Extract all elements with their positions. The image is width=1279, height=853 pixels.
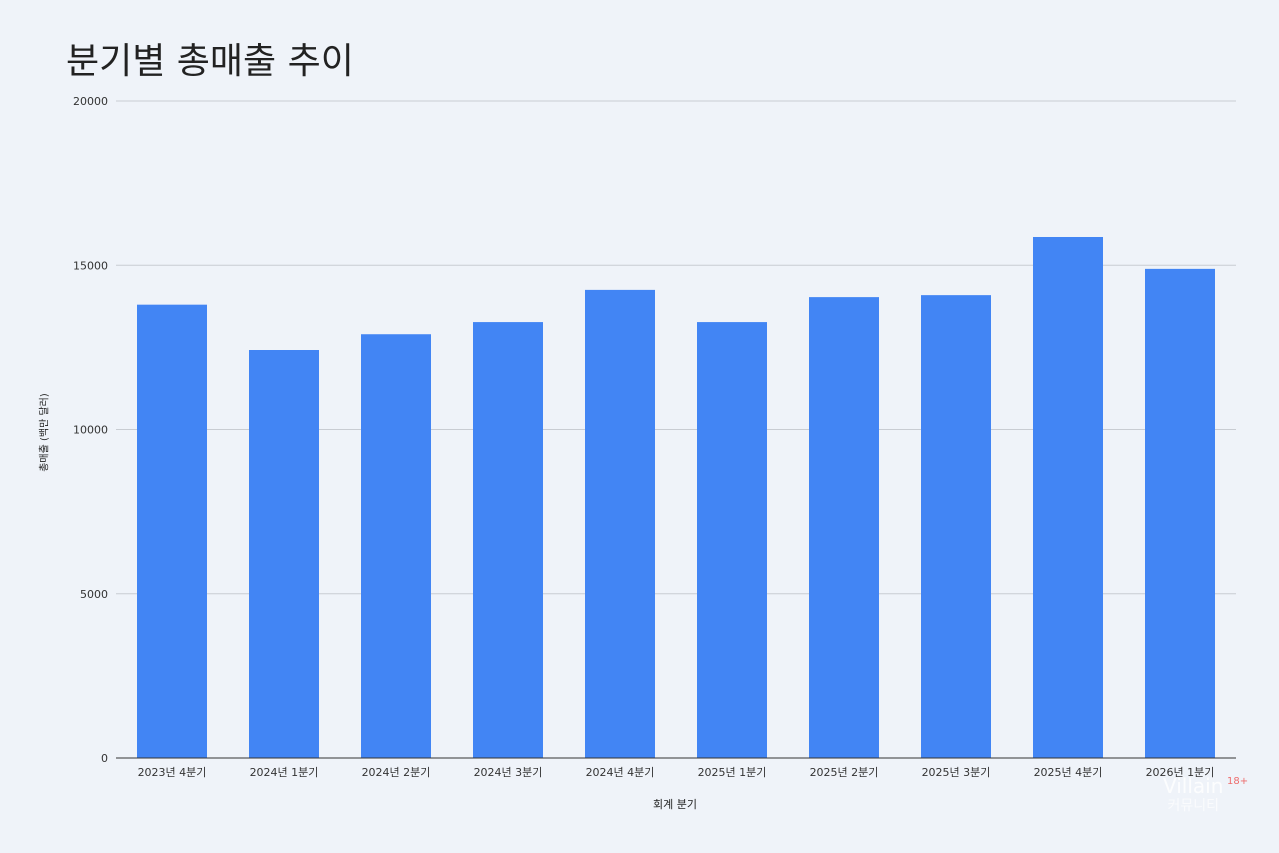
x-tick-label: 2023년 4분기 bbox=[138, 766, 207, 779]
x-tick-label: 2024년 3분기 bbox=[474, 766, 543, 779]
x-tick-label: 2025년 2분기 bbox=[810, 766, 879, 779]
y-tick-label: 0 bbox=[101, 752, 108, 765]
bar bbox=[473, 322, 543, 758]
x-tick-label: 2025년 3분기 bbox=[922, 766, 991, 779]
watermark-logo: Villain 커뮤니티 18+ bbox=[1163, 774, 1248, 816]
bar bbox=[1145, 268, 1215, 758]
x-tick-label: 2025년 1분기 bbox=[698, 766, 767, 779]
bar bbox=[921, 295, 991, 758]
bar bbox=[1033, 236, 1103, 758]
y-tick-label: 15000 bbox=[73, 259, 108, 272]
y-tick-label: 10000 bbox=[73, 424, 108, 437]
bar bbox=[137, 304, 207, 758]
x-tick-label: 2025년 4분기 bbox=[1034, 766, 1103, 779]
x-tick-label: 2024년 2분기 bbox=[362, 766, 431, 779]
y-tick-label: 20000 bbox=[73, 95, 108, 108]
x-tick-label: 2026년 1분기 bbox=[1146, 766, 1215, 779]
bar bbox=[585, 289, 655, 758]
watermark-brand: Villain bbox=[1163, 774, 1224, 798]
bar bbox=[697, 322, 767, 758]
chart-title: 분기별 총매출 추이 bbox=[66, 41, 354, 82]
y-tick-label: 5000 bbox=[80, 588, 108, 601]
watermark-sub: 커뮤니티 bbox=[1167, 798, 1219, 814]
watermark-badge: 18+ bbox=[1227, 776, 1249, 787]
x-axis-label: 회계 분기 bbox=[653, 798, 697, 811]
bar bbox=[361, 334, 431, 758]
x-tick-label: 2024년 1분기 bbox=[250, 766, 319, 779]
y-axis-label: 총매출 (백만 달러) bbox=[39, 393, 51, 472]
bar bbox=[809, 297, 879, 758]
x-tick-label: 2024년 4분기 bbox=[586, 766, 655, 779]
bar bbox=[249, 350, 319, 758]
